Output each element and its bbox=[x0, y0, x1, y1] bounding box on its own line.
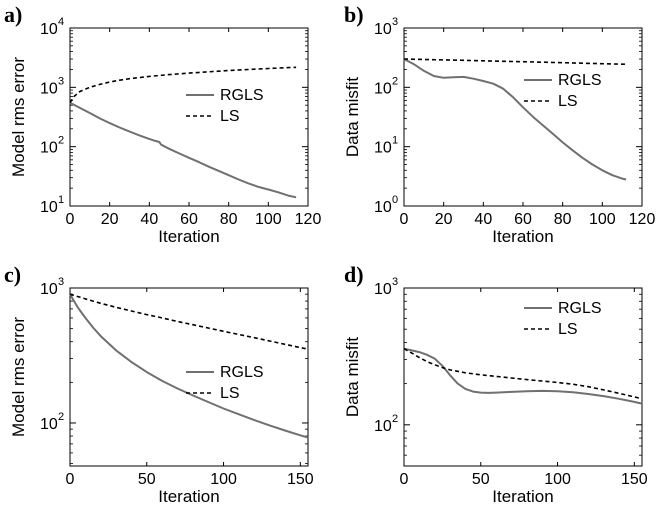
y-tick-exponent: 2 bbox=[58, 135, 64, 147]
x-tick-label: 60 bbox=[180, 211, 198, 228]
legend-label: LS bbox=[220, 108, 240, 125]
y-tick-base: 10 bbox=[40, 281, 58, 298]
x-tick-label: 80 bbox=[554, 211, 572, 228]
x-tick-label: 150 bbox=[287, 471, 314, 488]
y-tick-exponent: 4 bbox=[58, 16, 64, 28]
series-line-rgls bbox=[69, 101, 297, 199]
legend: RGLS LS bbox=[186, 87, 264, 125]
legend-label: RGLS bbox=[220, 364, 264, 381]
y-tick-base: 10 bbox=[40, 199, 58, 216]
y-tick-base: 10 bbox=[374, 281, 392, 298]
legend-label: RGLS bbox=[220, 87, 264, 104]
y-tick-base: 10 bbox=[374, 21, 392, 38]
x-tick-label: 120 bbox=[295, 211, 322, 228]
legend-label: LS bbox=[558, 321, 578, 338]
x-axis-label: Iteration bbox=[158, 487, 219, 506]
plot-frame bbox=[403, 27, 643, 207]
y-axis-label: Data misfit bbox=[343, 337, 362, 418]
legend: RGLS LS bbox=[524, 72, 602, 110]
y-tick-label: 10 1 bbox=[374, 135, 398, 157]
x-tick-label: 100 bbox=[255, 211, 282, 228]
y-tick-exponent: 2 bbox=[392, 413, 398, 425]
x-tick-label: 50 bbox=[138, 471, 156, 488]
y-axis-label: Data misfit bbox=[343, 77, 362, 158]
y-tick-exponent: 1 bbox=[58, 194, 64, 206]
legend: RGLS LS bbox=[186, 364, 264, 402]
x-tick-label: 40 bbox=[474, 211, 492, 228]
x-tick-label: 0 bbox=[400, 471, 409, 488]
x-tick-label: 20 bbox=[435, 211, 453, 228]
x-axis-label: Iteration bbox=[492, 487, 553, 506]
y-tick-base: 10 bbox=[374, 80, 392, 97]
panel-label: c) bbox=[4, 262, 21, 287]
x-tick-label: 80 bbox=[220, 211, 238, 228]
plot-frame bbox=[69, 287, 309, 467]
series-line-ls bbox=[403, 348, 643, 400]
x-tick-label: 50 bbox=[472, 471, 490, 488]
y-tick-label: 10 3 bbox=[40, 75, 64, 97]
y-tick-label: 10 3 bbox=[40, 276, 64, 298]
y-tick-base: 10 bbox=[374, 140, 392, 157]
y-tick-base: 10 bbox=[374, 199, 392, 216]
series-line-rgls bbox=[403, 347, 643, 405]
y-tick-exponent: 0 bbox=[392, 194, 398, 206]
y-tick-label: 10 1 bbox=[40, 194, 64, 216]
y-tick-base: 10 bbox=[40, 140, 58, 157]
y-tick-label: 10 3 bbox=[374, 16, 398, 38]
y-axis-label: Model rms error bbox=[9, 57, 28, 177]
y-axis-label: Model rms error bbox=[9, 317, 28, 437]
series-line-ls bbox=[69, 66, 297, 104]
y-tick-exponent: 1 bbox=[392, 135, 398, 147]
x-tick-label: 0 bbox=[66, 471, 75, 488]
legend-label: LS bbox=[558, 93, 578, 110]
legend-label: RGLS bbox=[558, 300, 602, 317]
x-tick-label: 100 bbox=[544, 471, 571, 488]
legend: RGLS LS bbox=[524, 300, 602, 338]
plot-frame bbox=[403, 287, 643, 467]
x-tick-label: 100 bbox=[589, 211, 616, 228]
y-tick-base: 10 bbox=[40, 416, 58, 433]
x-tick-label: 150 bbox=[621, 471, 648, 488]
series-line-rgls bbox=[69, 293, 309, 439]
legend-label: RGLS bbox=[558, 72, 602, 89]
y-tick-base: 10 bbox=[374, 418, 392, 435]
x-tick-label: 60 bbox=[514, 211, 532, 228]
y-tick-label: 10 2 bbox=[374, 413, 398, 435]
y-tick-exponent: 3 bbox=[392, 16, 398, 28]
series-line-ls bbox=[403, 58, 627, 65]
y-tick-exponent: 3 bbox=[392, 276, 398, 288]
x-tick-label: 100 bbox=[210, 471, 237, 488]
x-tick-label: 40 bbox=[140, 211, 158, 228]
x-tick-label: 0 bbox=[400, 211, 409, 228]
y-tick-label: 10 2 bbox=[40, 135, 64, 157]
x-axis-label: Iteration bbox=[492, 227, 553, 246]
y-tick-label: 10 3 bbox=[374, 276, 398, 298]
x-axis-label: Iteration bbox=[158, 227, 219, 246]
y-tick-exponent: 2 bbox=[58, 411, 64, 423]
plot-frame bbox=[69, 27, 309, 207]
x-tick-label: 0 bbox=[66, 211, 75, 228]
y-tick-exponent: 3 bbox=[58, 276, 64, 288]
panel-label: d) bbox=[344, 262, 364, 287]
y-tick-base: 10 bbox=[40, 80, 58, 97]
x-tick-label: 120 bbox=[629, 211, 656, 228]
panel-label: b) bbox=[344, 2, 364, 27]
legend-label: LS bbox=[220, 385, 240, 402]
y-tick-exponent: 2 bbox=[392, 75, 398, 87]
panel-label: a) bbox=[4, 2, 22, 27]
y-tick-exponent: 3 bbox=[58, 75, 64, 87]
series-line-ls bbox=[69, 293, 309, 350]
series-line-rgls bbox=[403, 58, 627, 181]
y-tick-label: 10 2 bbox=[374, 75, 398, 97]
y-tick-base: 10 bbox=[40, 21, 58, 38]
y-tick-label: 10 4 bbox=[40, 16, 64, 38]
y-tick-label: 10 2 bbox=[40, 411, 64, 433]
x-tick-label: 20 bbox=[101, 211, 119, 228]
y-tick-label: 10 0 bbox=[374, 194, 398, 216]
